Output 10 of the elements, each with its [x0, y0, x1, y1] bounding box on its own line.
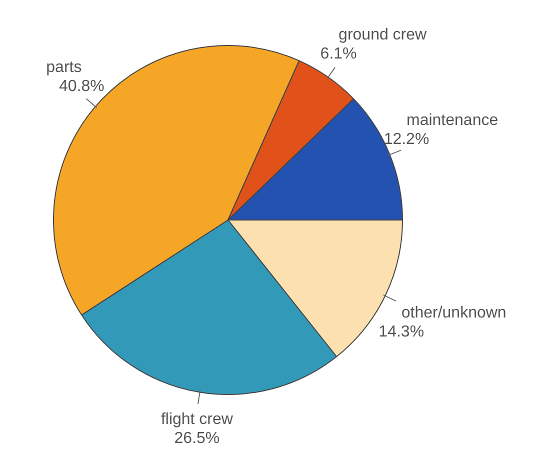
data-label: 6.1% [320, 45, 357, 62]
slice-label: ground crew [338, 26, 428, 44]
slice-label: maintenance [406, 112, 498, 129]
data-label: 14.3% [378, 324, 424, 341]
data-label: 40.8% [59, 78, 104, 95]
data-label: 26.5% [174, 430, 220, 447]
slice-label: parts [46, 58, 82, 76]
slice-label: flight crew [160, 410, 234, 428]
data-label: 12.2% [384, 130, 430, 148]
slice-label: other/unknown [401, 304, 506, 322]
